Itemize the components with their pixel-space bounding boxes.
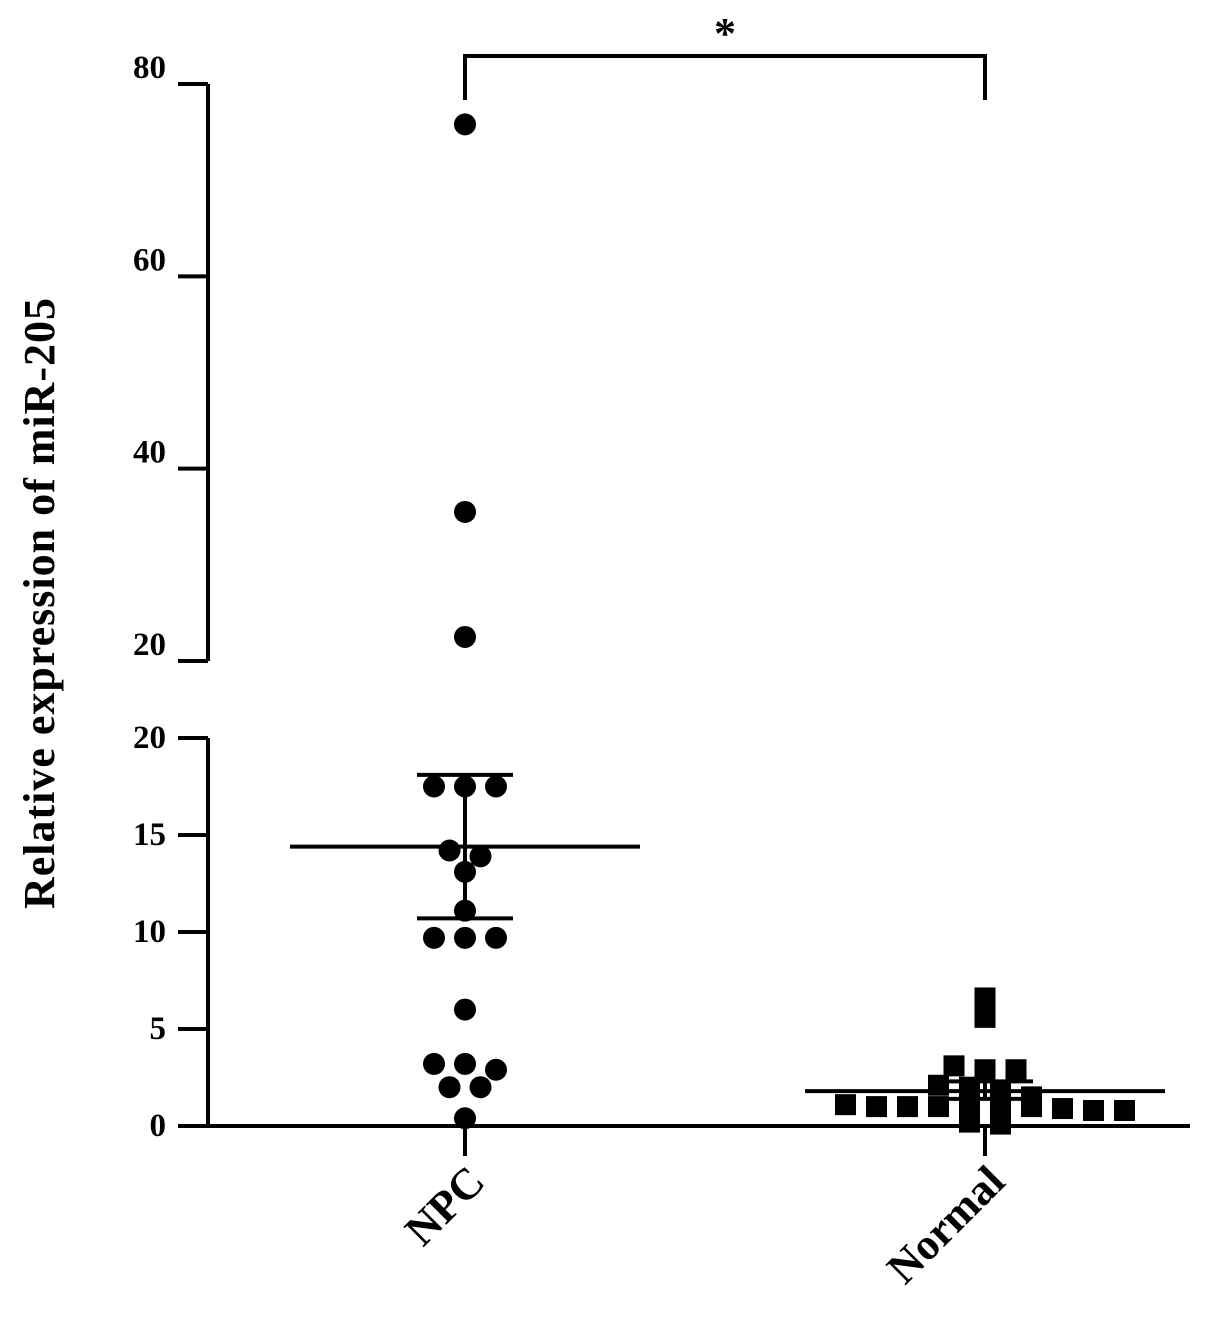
- axes: [206, 84, 1190, 1128]
- data-point-npc: [485, 775, 507, 798]
- data-point-npc: [454, 625, 476, 648]
- data-point-normal: [1052, 1098, 1073, 1120]
- data-point-npc: [454, 998, 476, 1021]
- y-tick-label: 15: [133, 817, 166, 853]
- data-point-normal: [990, 1096, 1011, 1118]
- y-axis-label: Relative expression of miR-205: [15, 297, 64, 909]
- data-point-npc: [438, 1076, 461, 1099]
- significance-bracket: [463, 54, 987, 100]
- y-tick-label: 40: [133, 435, 166, 471]
- data-point-npc: [485, 926, 507, 949]
- y-tick-label: 80: [133, 50, 166, 86]
- data-point-npc: [469, 845, 492, 868]
- data-point-normal: [1005, 1059, 1027, 1081]
- data-point-npc: [485, 1058, 507, 1081]
- significance-label: *: [714, 9, 736, 58]
- data-point-npc: [454, 500, 476, 523]
- y-tick-label: 20: [133, 627, 166, 663]
- data-point-normal: [835, 1094, 856, 1116]
- y-tick-label: 60: [133, 242, 166, 278]
- data-point-normal: [1083, 1099, 1104, 1121]
- y-tick-label: 0: [150, 1108, 167, 1144]
- data-point-normal: [990, 1113, 1011, 1135]
- data-point-normal: [897, 1096, 918, 1118]
- data-point-normal: [959, 1111, 980, 1133]
- y-tick-label: 5: [150, 1011, 167, 1047]
- data-points: [423, 113, 1135, 1135]
- data-point-normal: [1021, 1096, 1042, 1118]
- y-ticks: 0 5 10 15 20 20 40 60 80: [133, 50, 208, 1144]
- data-point-normal: [928, 1096, 949, 1118]
- data-point-npc: [423, 1052, 445, 1075]
- data-point-normal: [866, 1096, 887, 1118]
- x-ticks: NPC Normal: [395, 1126, 1014, 1293]
- data-point-normal: [974, 1006, 996, 1028]
- data-point-normal: [974, 987, 996, 1009]
- data-point-npc: [454, 113, 476, 136]
- data-point-npc: [438, 839, 461, 862]
- data-point-normal: [943, 1055, 965, 1077]
- data-point-npc: [454, 926, 476, 949]
- mean-error-bars: [290, 772, 1165, 1101]
- data-point-npc: [454, 1052, 476, 1075]
- x-tick-label-normal: Normal: [877, 1156, 1014, 1293]
- data-point-npc: [423, 926, 445, 949]
- data-point-normal: [1114, 1099, 1135, 1121]
- y-tick-label: 10: [133, 914, 166, 950]
- x-tick-label-npc: NPC: [395, 1156, 494, 1255]
- data-point-normal: [974, 1059, 996, 1081]
- data-point-npc: [454, 1107, 476, 1130]
- y-tick-label: 20: [133, 720, 166, 756]
- data-point-npc: [423, 775, 445, 798]
- annotations: *: [463, 9, 987, 100]
- data-point-npc: [469, 1076, 492, 1099]
